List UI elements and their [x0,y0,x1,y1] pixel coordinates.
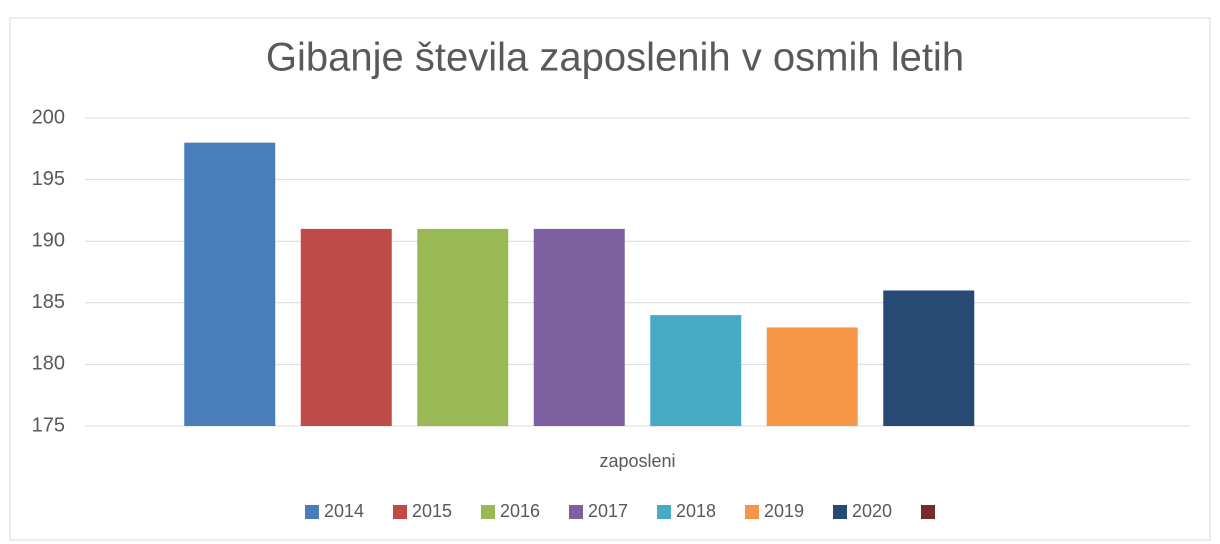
legend-label: 2017 [588,501,628,521]
bar [300,228,392,426]
x-tick-label: zaposleni [599,451,675,471]
bar [533,228,625,426]
y-tick-label: 190 [32,229,65,251]
legend-marker [481,505,495,519]
legend-marker [921,505,935,519]
legend-label: 2014 [324,501,364,521]
y-tick-label: 200 [32,106,65,128]
legend-marker [305,505,319,519]
legend-label: 2018 [676,501,716,521]
legend-label: 2019 [764,501,804,521]
bar [766,327,858,426]
y-tick-label: 175 [32,414,65,436]
legend-marker [393,505,407,519]
legend-label: 2016 [500,501,540,521]
bar [184,142,276,426]
bar [417,228,509,426]
bar [883,290,975,426]
y-tick-label: 185 [32,291,65,313]
legend-marker [745,505,759,519]
bar [650,315,742,426]
legend-marker [569,505,583,519]
legend-marker [657,505,671,519]
legend-label: 2015 [412,501,452,521]
y-tick-label: 180 [32,353,65,375]
y-tick-label: 195 [32,168,65,190]
legend-marker [833,505,847,519]
legend-label: 2020 [852,501,892,521]
chart-title: Gibanje števila zaposlenih v osmih letih [266,36,964,80]
